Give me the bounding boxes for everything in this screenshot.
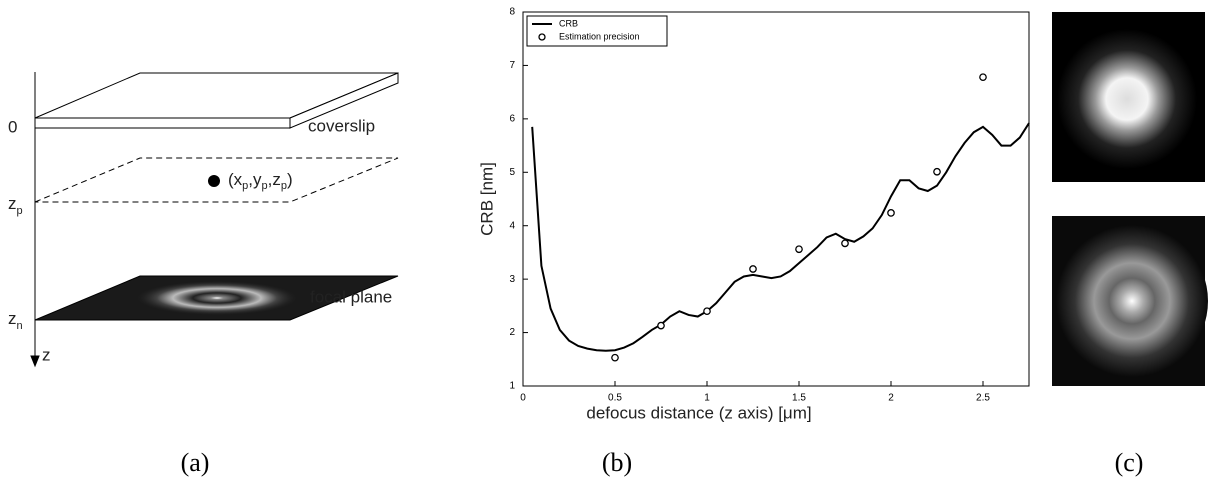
y-tick-label: 4 (509, 220, 515, 231)
text-part: ) (287, 170, 293, 189)
data-point (841, 239, 849, 248)
y-tick-label: 3 (509, 274, 515, 285)
x-axis-label: defocus distance (z axis) [μm] (586, 403, 811, 422)
zp-label: zp (8, 194, 23, 216)
text-part: (x (228, 170, 243, 189)
y-tick-label: 2 (509, 327, 515, 338)
x-tick-label: 2.5 (976, 393, 990, 404)
panel-label: (a) (181, 448, 210, 477)
legend-box (526, 15, 668, 47)
legend-swatch (538, 33, 546, 41)
plot-frame (522, 11, 1030, 387)
y-tick-label: 5 (509, 167, 515, 178)
particle-plane (34, 157, 399, 203)
particle-label: (xp,yp,zp) (228, 170, 293, 191)
data-point (703, 307, 711, 316)
origin-label: 0 (8, 117, 17, 136)
panel-label: (c) (1115, 448, 1144, 477)
text-part: z (8, 194, 17, 213)
y-tick-label: 8 (509, 7, 515, 18)
text-part: ,y (248, 170, 262, 189)
x-tick-label: 0 (520, 393, 526, 404)
psf-spot (1056, 225, 1208, 377)
text-part: ,z (268, 170, 281, 189)
focal-plane-label: focal plane (310, 287, 392, 306)
coverslip-front (34, 117, 291, 129)
subscript: p (262, 180, 268, 192)
y-tick-label: 1 (509, 381, 515, 392)
x-tick-label: 2 (888, 393, 894, 404)
y-tick-label: 6 (509, 113, 515, 124)
data-point (611, 353, 619, 362)
psf-ring (137, 281, 297, 315)
data-point (933, 167, 941, 176)
data-point (887, 209, 895, 217)
data-point (749, 265, 757, 273)
psf-spot (1057, 29, 1197, 169)
particle (208, 175, 220, 187)
zn-label: zn (8, 309, 23, 331)
panel-a (30, 72, 399, 368)
x-tick-label: 1.5 (792, 393, 806, 404)
subscript: n (17, 320, 23, 332)
legend-label: Estimation precision (559, 31, 640, 41)
subscript: p (281, 180, 287, 192)
x-tick-label: 0.5 (608, 393, 622, 404)
coverslip-label: coverslip (308, 116, 375, 135)
coverslip-side (289, 72, 399, 129)
subscript: p (242, 180, 248, 192)
text-part: z (8, 309, 17, 328)
crb-line (531, 122, 1030, 352)
x-tick-label: 1 (704, 393, 710, 404)
y-axis-label: CRB [nm] (477, 162, 496, 236)
arrow-head (30, 355, 40, 368)
panel-label: (b) (602, 448, 632, 477)
y-tick-label: 7 (509, 60, 515, 71)
data-point (979, 73, 987, 82)
subscript: p (17, 205, 23, 217)
z-axis-label: z (42, 345, 51, 364)
data-point (657, 321, 665, 330)
legend-label: CRB (559, 18, 578, 28)
data-point (795, 245, 803, 254)
